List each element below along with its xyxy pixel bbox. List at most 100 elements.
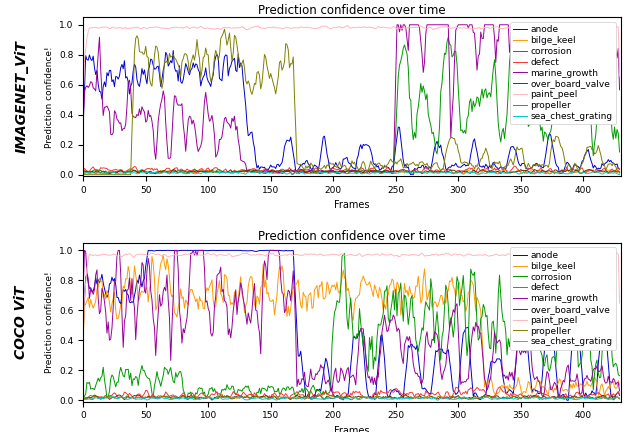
marine_growth xyxy=(79,286,87,291)
paint_peel xyxy=(600,250,607,255)
Line: corrosion: corrosion xyxy=(83,37,620,174)
defect xyxy=(217,170,225,175)
over_board_valve xyxy=(168,168,176,174)
Line: marine_growth: marine_growth xyxy=(83,25,620,174)
corrosion xyxy=(179,388,187,393)
corrosion xyxy=(79,170,87,175)
sea_chest_grating xyxy=(616,395,623,400)
paint_peel xyxy=(217,251,225,257)
defect xyxy=(504,170,512,175)
propeller xyxy=(217,36,225,41)
corrosion xyxy=(183,396,191,401)
bilge_keel xyxy=(159,252,167,257)
anode xyxy=(180,248,188,253)
sea_chest_grating xyxy=(79,172,87,177)
paint_peel xyxy=(503,25,511,30)
Legend: anode, bilge_keel, corrosion, defect, marine_growth, over_board_valve, paint_pee: anode, bilge_keel, corrosion, defect, ma… xyxy=(510,248,616,350)
Line: defect: defect xyxy=(83,387,620,400)
bilge_keel xyxy=(99,171,107,176)
Line: propeller: propeller xyxy=(83,395,620,400)
Legend: anode, bilge_keel, corrosion, defect, marine_growth, over_board_valve, paint_pee: anode, bilge_keel, corrosion, defect, ma… xyxy=(510,22,616,124)
propeller xyxy=(79,396,87,401)
anode xyxy=(616,393,623,398)
corrosion xyxy=(218,169,226,174)
Text: COCO ViT: COCO ViT xyxy=(14,286,28,359)
Line: sea_chest_grating: sea_chest_grating xyxy=(83,397,620,400)
corrosion xyxy=(99,169,107,175)
propeller xyxy=(217,395,225,400)
Y-axis label: Prediction confidence!: Prediction confidence! xyxy=(45,271,54,373)
sea_chest_grating xyxy=(616,172,623,177)
Text: IMAGENET_ViT: IMAGENET_ViT xyxy=(14,40,28,153)
anode xyxy=(218,248,226,253)
marine_growth xyxy=(616,388,623,394)
paint_peel xyxy=(179,252,187,257)
anode xyxy=(79,328,87,334)
corrosion xyxy=(444,35,452,40)
marine_growth xyxy=(168,133,176,138)
corrosion xyxy=(616,373,623,378)
sea_chest_grating xyxy=(179,170,187,175)
Line: paint_peel: paint_peel xyxy=(83,25,620,101)
Line: anode: anode xyxy=(83,251,620,400)
corrosion xyxy=(99,365,107,370)
defect xyxy=(496,384,504,390)
marine_growth xyxy=(81,248,88,253)
over_board_valve xyxy=(255,171,263,176)
over_board_valve xyxy=(170,167,177,172)
propeller xyxy=(314,393,322,398)
over_board_valve xyxy=(288,172,296,177)
bilge_keel xyxy=(99,295,107,300)
propeller xyxy=(504,162,512,168)
over_board_valve xyxy=(168,394,176,399)
marine_growth xyxy=(540,394,547,399)
bilge_keel xyxy=(506,171,513,176)
over_board_valve xyxy=(218,394,226,399)
defect xyxy=(100,394,108,399)
over_board_valve xyxy=(99,168,107,174)
propeller xyxy=(616,171,623,176)
defect xyxy=(179,168,187,173)
corrosion xyxy=(340,251,348,256)
sea_chest_grating xyxy=(79,397,87,402)
bilge_keel xyxy=(255,169,263,174)
anode xyxy=(255,166,263,172)
sea_chest_grating xyxy=(255,396,263,401)
paint_peel xyxy=(79,333,87,338)
propeller xyxy=(254,394,262,400)
marine_growth xyxy=(254,169,262,175)
bilge_keel xyxy=(79,170,87,175)
propeller xyxy=(179,56,187,61)
paint_peel xyxy=(99,25,107,30)
over_board_valve xyxy=(99,396,107,401)
paint_peel xyxy=(503,251,511,257)
bilge_keel xyxy=(601,394,609,399)
marine_growth xyxy=(388,171,396,176)
marine_growth xyxy=(170,294,177,299)
bilge_keel xyxy=(180,306,188,311)
defect xyxy=(88,397,96,402)
over_board_valve xyxy=(79,396,87,401)
defect xyxy=(506,394,513,399)
over_board_valve xyxy=(218,169,226,175)
marine_growth xyxy=(100,299,108,304)
propeller xyxy=(79,172,87,177)
X-axis label: Frames: Frames xyxy=(334,200,370,210)
anode xyxy=(79,118,87,123)
Line: defect: defect xyxy=(83,166,620,174)
sea_chest_grating xyxy=(506,395,513,400)
anode xyxy=(504,388,512,394)
propeller xyxy=(168,54,176,59)
bilge_keel xyxy=(504,388,512,393)
anode xyxy=(99,84,107,89)
defect xyxy=(170,392,177,397)
Line: sea_chest_grating: sea_chest_grating xyxy=(83,171,620,175)
paint_peel xyxy=(254,23,262,29)
defect xyxy=(616,167,623,172)
over_board_valve xyxy=(208,397,216,403)
sea_chest_grating xyxy=(168,170,176,175)
marine_growth xyxy=(99,113,107,118)
marine_growth xyxy=(255,330,263,335)
propeller xyxy=(99,395,107,400)
propeller xyxy=(99,172,107,177)
